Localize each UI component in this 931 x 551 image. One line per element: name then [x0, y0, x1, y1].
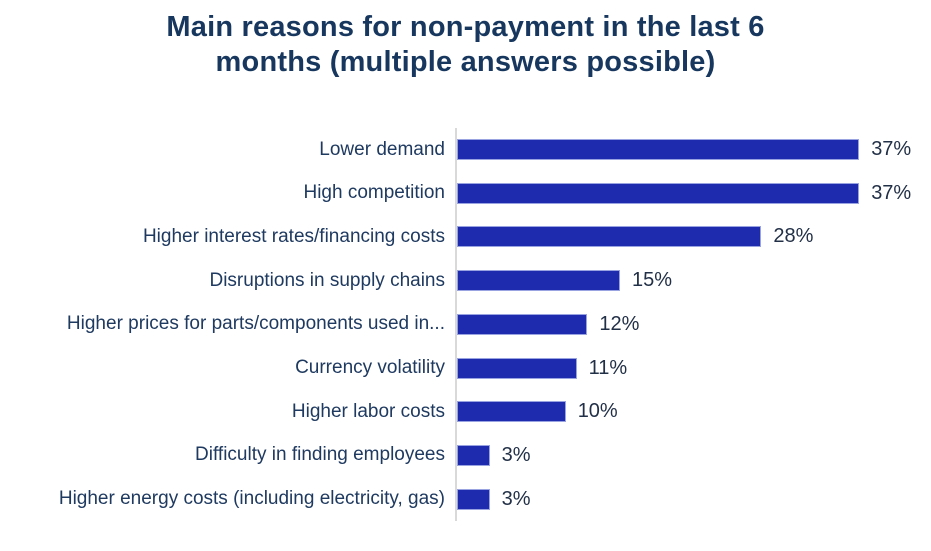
- bar-track: 37%: [455, 127, 931, 172]
- chart-row: Lower demand 37%: [0, 127, 931, 172]
- value-label: 15%: [632, 269, 673, 292]
- chart-row: Higher labor costs 10%: [0, 389, 931, 434]
- chart-title-line-2: months (multiple answers possible): [215, 46, 716, 79]
- chart-title: Main reasons for non-payment in the last…: [86, 10, 846, 81]
- value-label: 12%: [599, 312, 640, 335]
- bar: [457, 488, 490, 510]
- value-label: 37%: [871, 181, 912, 204]
- bar: [457, 444, 490, 466]
- chart-rows: Lower demand 37% High competition 37% Hi…: [0, 127, 931, 521]
- bar-track: 3%: [455, 433, 931, 478]
- value-label: 37%: [871, 138, 912, 161]
- bar: [457, 270, 620, 292]
- category-label: Difficulty in finding employees: [195, 444, 445, 466]
- bar: [457, 226, 762, 248]
- chart-row: Higher energy costs (including electrici…: [0, 477, 931, 521]
- value-label: 28%: [773, 225, 814, 248]
- category-label: Higher interest rates/financing costs: [142, 225, 445, 247]
- value-label: 10%: [577, 400, 618, 423]
- bar-track: 11%: [455, 346, 931, 390]
- category-label: Higher labor costs: [291, 400, 445, 422]
- value-label: 3%: [501, 443, 531, 466]
- bar-track: 37%: [455, 171, 931, 216]
- value-label: 3%: [501, 487, 531, 510]
- chart-row: Higher interest rates/financing costs 28…: [0, 215, 931, 259]
- bar-track: 28%: [455, 215, 931, 259]
- chart-row: Higher prices for parts/components used …: [0, 302, 931, 347]
- bar-chart: Lower demand 37% High competition 37% Hi…: [0, 127, 931, 521]
- value-label: 11%: [588, 356, 628, 379]
- chart-row: Currency volatility 11%: [0, 346, 931, 390]
- chart-row: Difficulty in finding employees 3%: [0, 433, 931, 478]
- bar: [457, 401, 566, 423]
- bar-track: 10%: [455, 389, 931, 434]
- chart-row: High competition 37%: [0, 171, 931, 216]
- category-label: Lower demand: [319, 138, 445, 160]
- bar: [457, 139, 860, 161]
- bar: [457, 313, 588, 335]
- bar-track: 3%: [455, 477, 931, 521]
- bar: [457, 357, 577, 379]
- category-label: Higher prices for parts/components used …: [66, 313, 445, 335]
- bar-track: 15%: [455, 258, 931, 303]
- category-label: Disruptions in supply chains: [209, 269, 445, 291]
- bar-track: 12%: [455, 302, 931, 347]
- chart-row: Disruptions in supply chains 15%: [0, 258, 931, 303]
- chart-title-line-1: Main reasons for non-payment in the last…: [166, 11, 765, 43]
- category-label: High competition: [303, 182, 445, 204]
- category-label: Higher energy costs (including electrici…: [58, 488, 445, 510]
- bar: [457, 182, 860, 204]
- category-label: Currency volatility: [295, 357, 445, 379]
